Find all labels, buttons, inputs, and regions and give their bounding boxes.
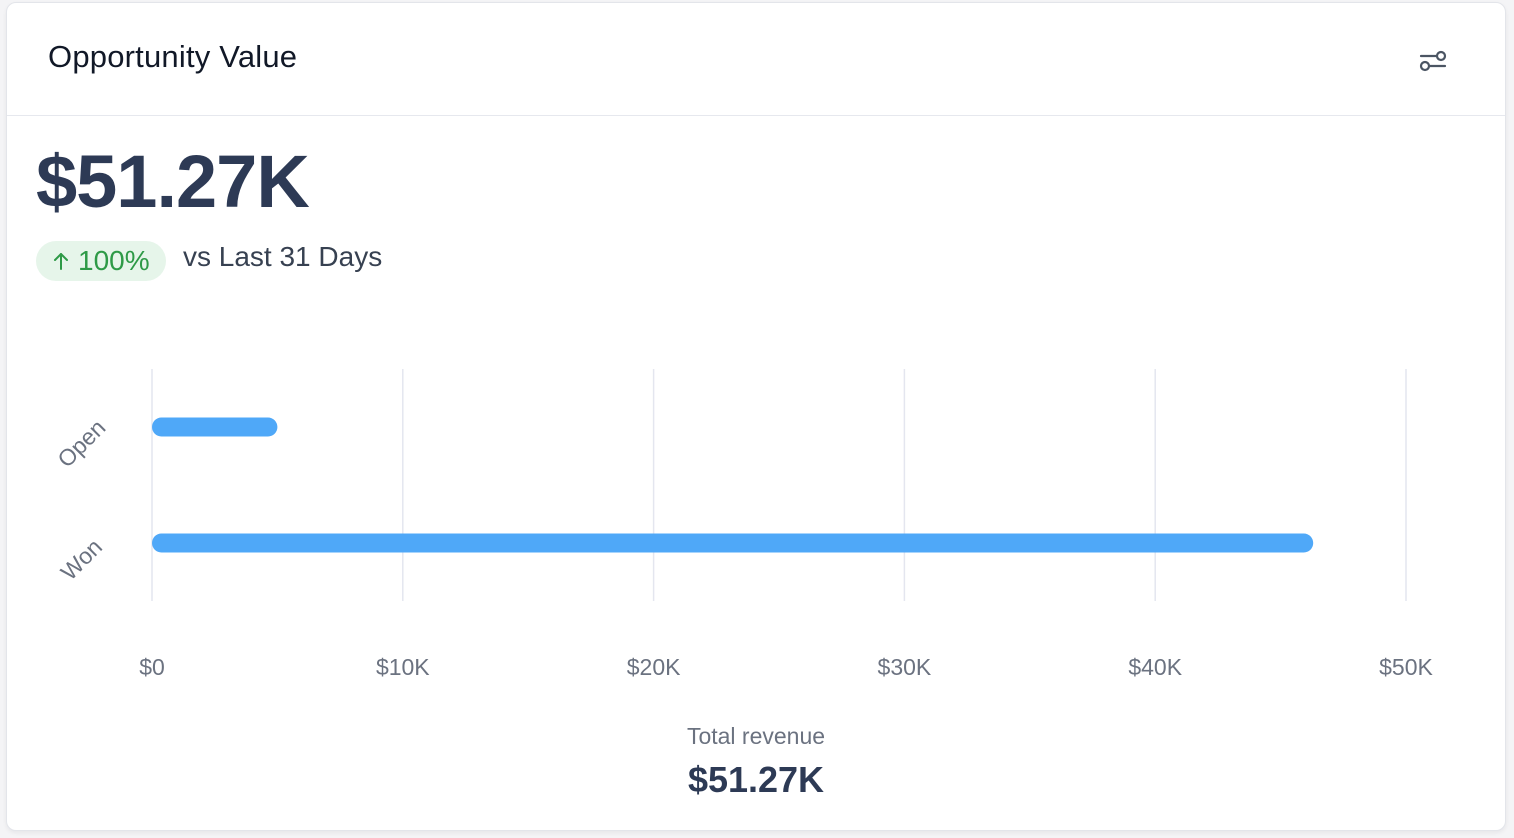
- revenue-bar-chart: $0 $10K $20K $30K $40K $50K Open Won: [52, 369, 1434, 680]
- sliders-icon: [1419, 50, 1447, 72]
- opportunity-value-card: Opportunity Value $51.27K 100% vs Last 3…: [6, 2, 1506, 831]
- x-tick-label: $10K: [376, 654, 430, 680]
- x-tick-label: $20K: [627, 654, 681, 680]
- filter-button[interactable]: [1415, 43, 1451, 79]
- x-tick-label: $40K: [1128, 654, 1182, 680]
- y-category-label: Open: [52, 414, 110, 472]
- bar-won[interactable]: [152, 533, 1314, 553]
- trend-percent: 100%: [78, 245, 150, 276]
- bar-open[interactable]: [152, 417, 278, 437]
- card-title: Opportunity Value: [48, 39, 298, 74]
- arrow-up-icon: [54, 253, 68, 270]
- x-tick-label: $50K: [1379, 654, 1433, 680]
- total-value-headline: $51.27K: [36, 140, 310, 223]
- x-tick-label: $30K: [878, 654, 932, 680]
- total-revenue-value: $51.27K: [687, 759, 825, 800]
- y-category-label: Won: [56, 534, 108, 586]
- trend-label: vs Last 31 Days: [183, 241, 383, 272]
- card-header: Opportunity Value: [7, 3, 1505, 116]
- trend-badge: 100%: [36, 241, 166, 281]
- x-axis-title: Total revenue: [686, 723, 826, 749]
- x-tick-label: $0: [139, 654, 165, 680]
